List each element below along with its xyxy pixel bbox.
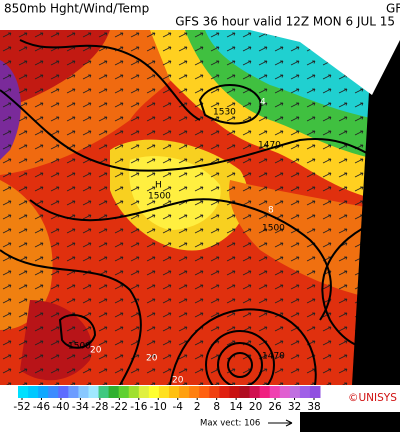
- color-bar-label: 26: [268, 401, 282, 413]
- contour-label: 1530: [213, 108, 236, 118]
- color-bar-segment: [229, 386, 240, 398]
- temp-label: 20: [172, 376, 184, 386]
- contour-label: 1500: [148, 192, 171, 202]
- color-bar-label: -28: [91, 401, 108, 413]
- color-bar-segment: [148, 386, 160, 398]
- color-bar-segment: [78, 386, 89, 398]
- temp-label: 8: [268, 206, 274, 216]
- color-bar-label: 20: [249, 401, 262, 413]
- color-bar-segment: [249, 386, 261, 398]
- color-bar-segment: [58, 386, 69, 398]
- color-bar: -52 -46 -40 -34 -28 -22 -16 -10 -4 2 8 14 20 26 32 38: [13, 386, 321, 413]
- color-bar-label: -40: [52, 401, 69, 413]
- contour-label: 1500: [68, 342, 91, 352]
- color-bar-segment: [118, 386, 130, 398]
- color-bar-segment: [189, 386, 200, 398]
- color-bar-segment: [18, 386, 29, 398]
- temp-label: 20: [90, 346, 102, 356]
- temperature-field: [0, 30, 380, 385]
- color-bar-label: 14: [229, 401, 243, 413]
- color-bar-segment: [179, 386, 190, 398]
- temp-label: 4: [260, 98, 266, 108]
- color-bar-label: -16: [130, 401, 147, 413]
- color-bar-segment: [269, 386, 281, 398]
- color-bar-segment: [88, 386, 100, 398]
- color-bar-segment: [309, 386, 321, 398]
- overlay-band: [250, 30, 400, 95]
- color-bar-segment: [108, 386, 120, 398]
- high-marker: H: [155, 181, 162, 191]
- contour-label: 1470: [258, 141, 281, 151]
- color-bar-segment: [138, 386, 150, 398]
- contour-label: 1470: [262, 352, 285, 362]
- color-bar-segment: [98, 386, 110, 398]
- color-bar-label: 32: [288, 401, 301, 413]
- contour-label: 1500: [262, 224, 285, 234]
- color-bar-segment: [279, 386, 291, 398]
- color-bar-segment: [289, 386, 301, 398]
- color-bar-label: 2: [194, 401, 201, 413]
- title: 850mb Hght/Wind/Temp: [4, 2, 149, 16]
- temp-label: 20: [146, 354, 158, 364]
- color-bar-segment: [48, 386, 59, 398]
- color-bar-label: -22: [111, 401, 128, 413]
- color-bar-label: 8: [213, 401, 220, 413]
- color-bar-segment: [68, 386, 79, 398]
- color-bar-segment: [169, 386, 180, 398]
- color-bar-segment: [128, 386, 140, 398]
- credit: ©UNISYS: [348, 392, 397, 404]
- color-bar-label: -10: [150, 401, 167, 413]
- color-bar-segment: [299, 386, 311, 398]
- vector-arrow: [268, 419, 293, 427]
- color-bar-label: -34: [72, 401, 89, 413]
- color-bar-segment: [209, 386, 220, 398]
- corner-label: GF: [386, 2, 400, 16]
- subtitle: GFS 36 hour valid 12Z MON 6 JUL 15: [175, 15, 395, 29]
- color-bar-segment: [259, 386, 271, 398]
- color-bar-label: -46: [33, 401, 50, 413]
- color-bar-segment: [38, 386, 49, 398]
- color-bar-segment: [239, 386, 251, 398]
- no-data-region: [352, 40, 400, 385]
- max-vector-label: Max vect: 106: [200, 419, 260, 429]
- color-bar-segment: [199, 386, 210, 398]
- black-box: [300, 412, 400, 432]
- color-bar-label: -4: [172, 401, 183, 413]
- color-bar-segment: [158, 386, 170, 398]
- color-bar-segment: [28, 386, 39, 398]
- color-bar-segment: [219, 386, 230, 398]
- color-bar-label: -52: [13, 401, 30, 413]
- color-bar-label: 38: [307, 401, 320, 413]
